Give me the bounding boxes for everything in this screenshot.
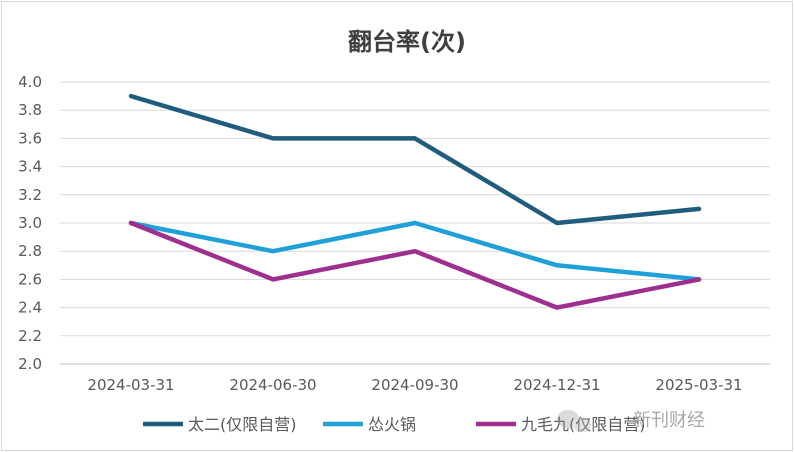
y-tick-label: 3.0 xyxy=(18,214,42,232)
y-tick-label: 3.4 xyxy=(18,158,42,176)
watermark: 新刊财经 xyxy=(557,410,705,433)
chart-title: 翻台率(次) xyxy=(348,28,466,56)
series-line-3 xyxy=(128,220,702,310)
y-tick-label: 2.2 xyxy=(18,327,42,345)
y-tick-label: 3.8 xyxy=(18,101,42,119)
data-point xyxy=(272,137,274,139)
series-lines xyxy=(128,93,702,310)
legend-label-2: 怂火锅 xyxy=(368,415,416,434)
data-point xyxy=(414,250,416,252)
y-tick-label: 2.4 xyxy=(18,299,42,317)
watermark-text: 新刊财经 xyxy=(633,410,705,431)
y-tick-label: 2.6 xyxy=(18,270,42,288)
data-point xyxy=(698,278,700,280)
legend-label-1: 太二(仅限自营) xyxy=(188,415,297,434)
data-point xyxy=(556,222,558,224)
x-axis-ticks: 2024-03-31 2024-06-30 2024-09-30 2024-12-31… xyxy=(87,376,742,394)
data-point xyxy=(130,222,132,224)
series-line-1 xyxy=(128,93,702,226)
data-point xyxy=(698,208,700,210)
x-tick-label: 2024-09-30 xyxy=(371,376,458,394)
x-tick-label: 2024-06-30 xyxy=(229,376,316,394)
y-tick-label: 3.6 xyxy=(18,129,42,147)
data-point xyxy=(414,137,416,139)
data-point xyxy=(414,222,416,224)
y-axis-ticks: 2.0 2.2 2.4 2.6 2.8 3.0 3.2 3.4 3.6 3.8 4.0 xyxy=(18,73,42,373)
legend-label-3: 九毛九(仅限自营) xyxy=(521,415,646,434)
y-tick-label: 3.2 xyxy=(18,186,42,204)
data-point xyxy=(272,250,274,252)
x-tick-label: 2024-12-31 xyxy=(513,376,600,394)
y-tick-label: 4.0 xyxy=(18,73,42,91)
legend: 太二(仅限自营) 怂火锅 九毛九(仅限自营) xyxy=(143,415,646,434)
y-tick-label: 2.0 xyxy=(18,355,42,373)
data-point xyxy=(556,264,558,266)
data-point xyxy=(130,95,132,97)
x-tick-label: 2025-03-31 xyxy=(655,376,742,394)
wechat-icon xyxy=(557,410,591,433)
data-point xyxy=(272,278,274,280)
x-tick-label: 2024-03-31 xyxy=(87,376,174,394)
y-tick-label: 2.8 xyxy=(18,242,42,260)
data-point xyxy=(556,307,558,309)
